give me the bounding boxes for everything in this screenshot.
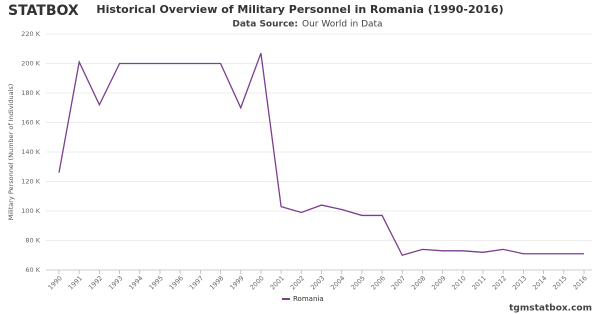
x-tick-label: 2000 <box>248 274 265 291</box>
source-label: Data Source: <box>232 20 298 30</box>
x-tick-label: 2012 <box>491 274 508 291</box>
y-tick-label: 120 K <box>21 178 40 186</box>
y-tick-label: 80 K <box>25 237 40 245</box>
x-tick-label: 1990 <box>46 274 63 291</box>
line-series <box>58 52 584 257</box>
x-tick-label: 2005 <box>349 274 366 291</box>
x-tick-label: 2016 <box>571 274 588 291</box>
x-tick-label: 2014 <box>531 274 548 291</box>
x-tick-label: 1992 <box>87 274 104 291</box>
x-tick-label: 2013 <box>511 274 528 291</box>
y-tick-label: 200 K <box>21 60 40 68</box>
x-tick-label: 2003 <box>309 274 326 291</box>
x-tick-label: 2007 <box>390 274 407 291</box>
x-tick-label: 1996 <box>168 274 185 291</box>
x-tick-label: 1997 <box>188 274 205 291</box>
x-tick-label: 2006 <box>370 274 387 291</box>
x-tick-label: 2001 <box>269 274 286 291</box>
x-tick-label: 2002 <box>289 274 306 291</box>
y-tick-label: 220 K <box>21 30 40 38</box>
x-tick-label: 2011 <box>471 274 488 291</box>
x-tick-label: 2004 <box>329 274 346 291</box>
y-axis-label: Military Personnel (Number of Individual… <box>7 84 15 221</box>
brand-logo: STATBOX <box>8 3 79 19</box>
x-tick-label: 1995 <box>147 274 164 291</box>
y-tick-label: 140 K <box>21 148 40 156</box>
x-tick-label: 1999 <box>228 274 245 291</box>
x-tick-label: 1993 <box>107 274 124 291</box>
y-tick-label: 100 K <box>21 207 40 215</box>
footer: tgmstatbox.com <box>509 304 592 314</box>
source: Our World in Data <box>302 20 383 30</box>
x-tick-label: 1994 <box>127 274 144 291</box>
legend-label: Romania <box>293 295 324 303</box>
y-tick-label: 160 K <box>21 119 40 127</box>
x-tick-label: 1991 <box>67 274 84 291</box>
x-tick-label: 2009 <box>430 274 447 291</box>
x-tick-label: 2010 <box>450 274 467 291</box>
y-tick-label: 60 K <box>25 266 40 274</box>
chart-title: Historical Overview of Military Personne… <box>96 3 503 16</box>
y-tick-label: 180 K <box>21 89 40 97</box>
x-tick-label: 2015 <box>551 274 568 291</box>
x-tick-label: 2008 <box>410 274 427 291</box>
x-tick-label: 1998 <box>208 274 225 291</box>
